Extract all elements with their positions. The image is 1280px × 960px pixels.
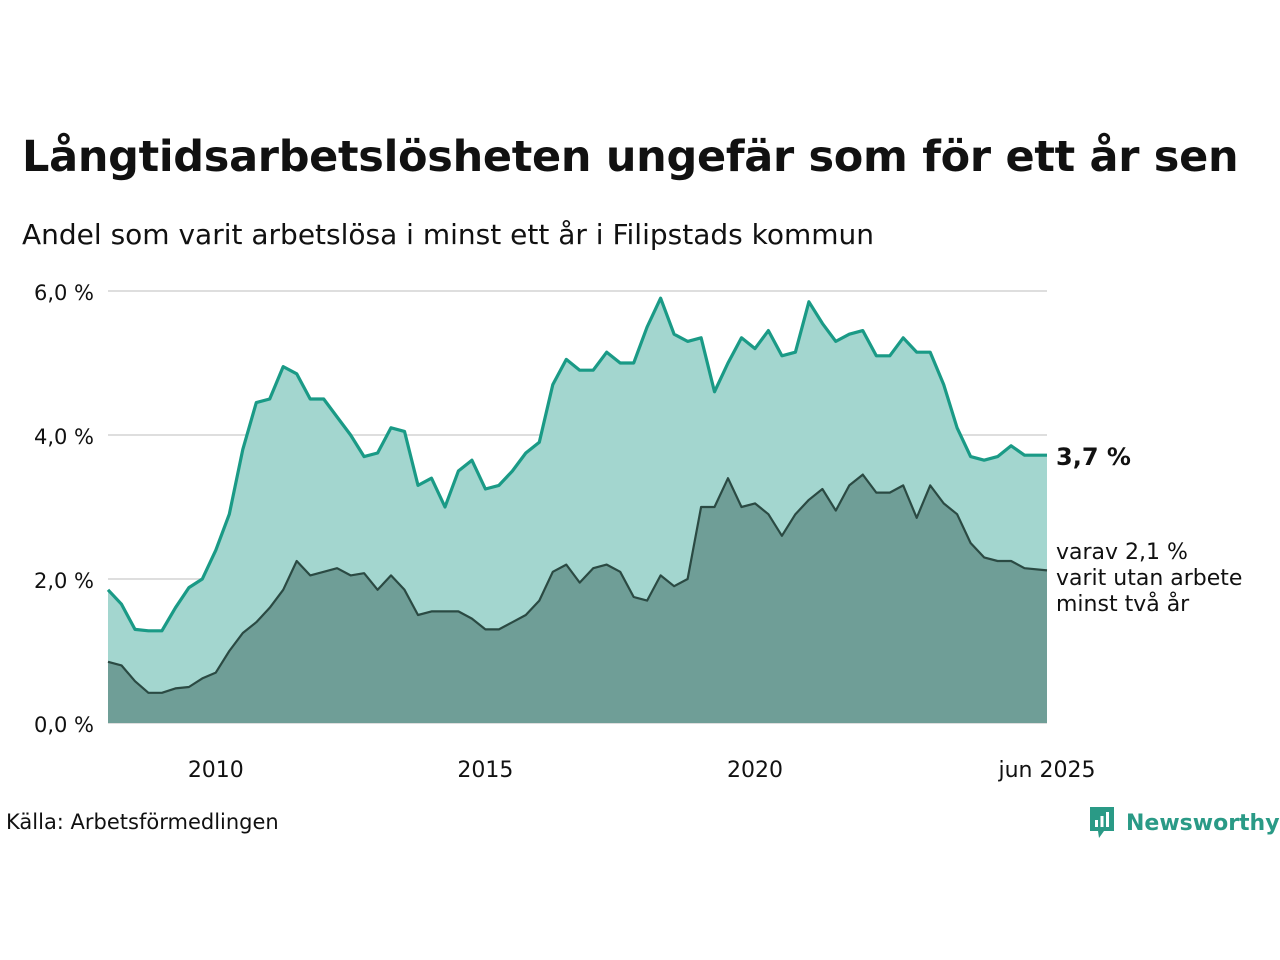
end-value-label: 3,7 %	[1056, 443, 1131, 471]
newsworthy-brand: Newsworthy	[1088, 803, 1280, 843]
x-tick-label: 2015	[457, 758, 513, 783]
unemployed-two-years-area	[108, 474, 1047, 723]
subset-annotation-line: minst två år	[1056, 591, 1190, 617]
series-areas	[106, 296, 1048, 723]
x-tick-label: jun 2025	[998, 758, 1096, 783]
subset-annotation-line: varav 2,1 %	[1056, 540, 1188, 565]
y-tick-label: 4,0 %	[34, 425, 94, 449]
source-note: Källa: Arbetsförmedlingen	[6, 810, 279, 834]
chart-subtitle: Andel som varit arbetslösa i minst ett å…	[22, 218, 875, 251]
unemployed-two-years-line	[107, 473, 1048, 694]
y-tick-label: 0,0 %	[34, 713, 94, 737]
brand-name: Newsworthy	[1126, 810, 1280, 836]
y-axis: 0,0 % 2,0 % 4,0 % 6,0 %	[34, 281, 94, 737]
subset-annotation: varav 2,1 % varit utan arbete minst två år	[1056, 540, 1242, 617]
long-term-unemployed-line	[106, 296, 1047, 633]
x-tick-label: 2020	[727, 758, 783, 783]
newsworthy-logo-icon	[1090, 807, 1114, 838]
x-tick-label: 2010	[188, 758, 244, 783]
subset-annotation-line: varit utan arbete	[1056, 566, 1242, 591]
x-axis: 2010 2015 2020 jun 2025	[188, 758, 1096, 783]
y-tick-label: 2,0 %	[34, 569, 94, 593]
chart-title: Långtidsarbetslösheten ungefär som för e…	[22, 132, 1239, 182]
chart-area: 0,0 % 2,0 % 4,0 % 6,0 % 2010 2015 2020 jun 202…	[34, 281, 1242, 783]
y-tick-label: 6,0 %	[34, 281, 94, 305]
